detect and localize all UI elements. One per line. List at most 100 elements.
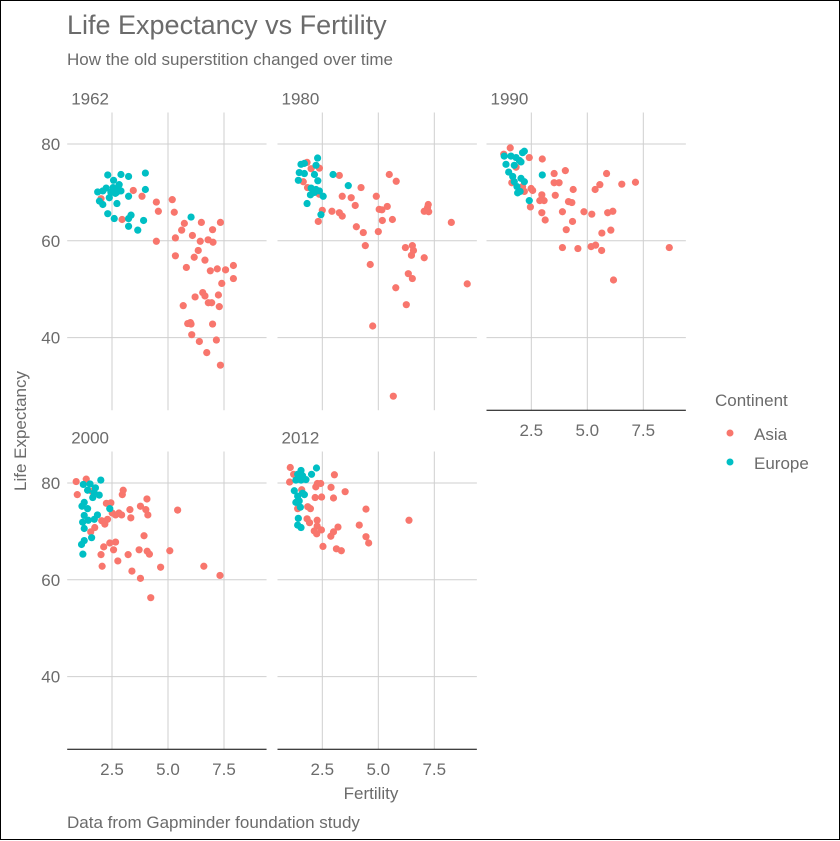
data-point: [347, 194, 355, 202]
data-point: [631, 178, 640, 186]
data-point: [292, 498, 300, 506]
data-point: [196, 237, 204, 245]
x-tick-label: 2.5: [100, 760, 124, 779]
data-point: [127, 514, 135, 522]
data-point: [104, 210, 112, 218]
data-point: [206, 267, 214, 275]
series-asia: [500, 144, 673, 284]
legend-label-asia: Asia: [754, 425, 788, 444]
data-point: [425, 208, 433, 216]
data-point: [118, 215, 126, 224]
data-point: [388, 215, 397, 224]
data-point: [541, 216, 549, 224]
x-tick-label: 5.0: [575, 421, 599, 440]
legend-label-europe: Europe: [754, 454, 809, 473]
data-point: [80, 511, 88, 520]
data-point: [607, 226, 615, 234]
data-point: [79, 518, 87, 526]
data-point: [307, 470, 316, 478]
data-point: [152, 198, 160, 206]
data-point: [327, 483, 335, 491]
data-point: [180, 219, 188, 227]
data-point: [212, 336, 220, 344]
series-asia: [72, 475, 224, 602]
data-point: [292, 476, 300, 484]
data-point: [574, 244, 582, 253]
data-point: [404, 270, 412, 278]
data-point: [374, 228, 382, 236]
data-point: [119, 486, 127, 494]
data-point: [359, 228, 367, 237]
data-point: [170, 208, 178, 216]
data-point: [569, 185, 577, 194]
data-point: [318, 493, 326, 501]
data-point: [550, 169, 558, 178]
data-point: [351, 201, 359, 210]
data-point: [126, 506, 134, 514]
data-point: [129, 186, 137, 195]
data-point: [154, 207, 162, 215]
data-point: [300, 169, 308, 178]
data-point: [319, 542, 327, 551]
data-point: [91, 523, 99, 532]
data-point: [114, 557, 122, 565]
chart-subtitle: How the old superstition changed over ti…: [67, 50, 393, 69]
data-point: [385, 170, 393, 179]
data-point: [229, 261, 238, 270]
data-point: [297, 523, 305, 532]
data-point: [83, 505, 92, 513]
data-point: [296, 503, 304, 511]
data-point: [138, 192, 146, 200]
data-point: [383, 202, 391, 211]
series-asia: [97, 186, 238, 369]
legend-title: Continent: [715, 391, 788, 410]
series-europe: [77, 476, 114, 558]
data-point: [598, 246, 606, 255]
data-point: [98, 562, 106, 570]
x-tick-label: 2.5: [310, 760, 334, 779]
data-point: [369, 322, 377, 330]
data-point: [191, 293, 199, 301]
data-point: [208, 320, 217, 328]
data-point: [568, 198, 576, 207]
facet-panel-2012: 2012 2.5 5.0 7.5: [277, 429, 477, 779]
data-point: [179, 302, 187, 310]
data-point: [145, 550, 154, 558]
data-point: [580, 208, 588, 216]
data-point: [188, 331, 196, 339]
y-tick-label: 40: [41, 329, 60, 348]
x-tick-label: 2.5: [519, 421, 543, 440]
data-point: [102, 184, 110, 192]
data-point: [355, 521, 363, 529]
data-point: [361, 242, 369, 250]
data-point: [558, 208, 567, 216]
data-point: [104, 171, 112, 179]
facet-panel-2000: 2000 40 60 80 2.5 5.0 7.5: [41, 429, 267, 779]
data-point: [335, 171, 343, 180]
data-point: [389, 392, 397, 400]
y-tick-label: 60: [41, 571, 60, 590]
data-point: [83, 486, 92, 494]
data-point: [401, 243, 410, 252]
data-point: [609, 276, 618, 284]
x-tick-label: 7.5: [212, 760, 236, 779]
facet-strip-label: 2000: [71, 429, 109, 448]
chart-caption: Data from Gapminder foundation study: [67, 813, 360, 832]
data-point: [124, 172, 133, 181]
data-point: [294, 176, 302, 184]
data-point: [79, 480, 87, 489]
data-point: [334, 523, 342, 531]
data-point: [197, 218, 205, 227]
data-point: [157, 563, 165, 571]
facet-panel-1980: 1980: [277, 90, 477, 411]
data-point: [124, 192, 133, 200]
data-point: [562, 226, 570, 234]
data-point: [194, 246, 202, 255]
data-point: [141, 169, 149, 177]
data-point: [209, 238, 217, 246]
data-point: [136, 502, 145, 510]
data-point: [171, 252, 179, 260]
data-point: [95, 491, 103, 499]
data-point: [357, 183, 365, 192]
